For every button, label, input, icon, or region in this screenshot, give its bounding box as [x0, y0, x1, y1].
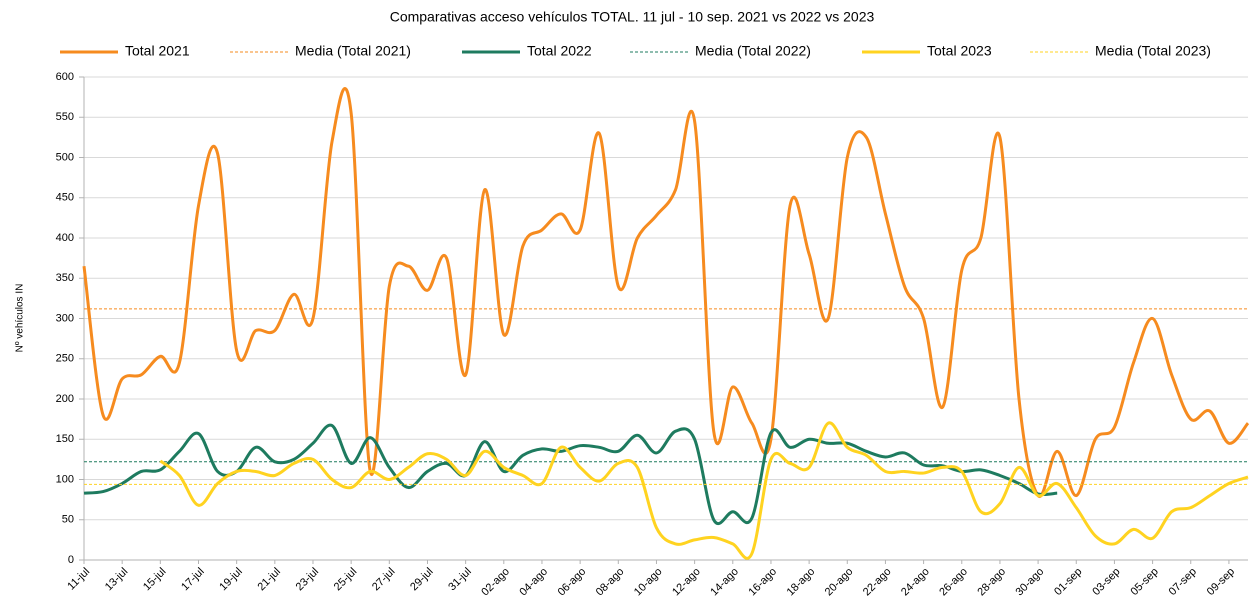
x-tick-label: 30-ago — [1014, 566, 1047, 599]
x-tick-label: 19-jul — [217, 566, 245, 594]
x-tick-label: 14-ago — [708, 566, 741, 599]
x-tick-label: 27-jul — [370, 566, 398, 594]
x-tick-label: 31-jul — [446, 566, 474, 594]
x-tick-label: 08-ago — [594, 566, 627, 599]
x-tick-label: 03-sep — [1090, 566, 1122, 598]
y-tick-label: 500 — [56, 151, 74, 163]
x-tick-label: 05-sep — [1128, 566, 1160, 598]
y-tick-label: 250 — [56, 353, 74, 365]
legend-label: Media (Total 2021) — [295, 43, 411, 59]
x-tick-label: 26-ago — [937, 566, 970, 599]
x-tick-label: 22-ago — [861, 566, 894, 599]
y-tick-label: 450 — [56, 192, 74, 204]
legend-label: Total 2022 — [527, 43, 592, 59]
x-tick-label: 04-ago — [517, 566, 550, 599]
x-tick-label: 01-sep — [1052, 566, 1084, 598]
x-tick-label: 16-ago — [746, 566, 779, 599]
y-tick-label: 600 — [56, 71, 74, 83]
x-tick-label: 29-jul — [408, 566, 436, 594]
x-tick-label: 23-jul — [294, 566, 322, 594]
y-axis-label: Nº vehículos IN — [15, 284, 26, 353]
y-tick-label: 550 — [56, 111, 74, 123]
series-line — [82, 86, 1250, 498]
y-tick-label: 100 — [56, 473, 74, 485]
y-tick-label: 150 — [56, 433, 74, 445]
x-tick-label: 25-jul — [332, 566, 360, 594]
x-tick-label: 15-jul — [141, 566, 169, 594]
x-tick-label: 07-sep — [1167, 566, 1199, 598]
series-line — [83, 423, 1058, 526]
legend-label: Total 2021 — [125, 43, 190, 59]
x-tick-label: 24-ago — [899, 566, 932, 599]
legend-label: Media (Total 2022) — [695, 43, 811, 59]
y-tick-label: 300 — [56, 312, 74, 324]
x-tick-label: 20-ago — [823, 566, 856, 599]
y-tick-label: 400 — [56, 232, 74, 244]
chart-title: Comparativas acceso vehículos TOTAL. 11 … — [390, 9, 875, 25]
x-tick-label: 06-ago — [556, 566, 589, 599]
x-tick-label: 02-ago — [479, 566, 512, 599]
legend-label: Total 2023 — [927, 43, 992, 59]
x-tick-label: 13-jul — [103, 566, 131, 594]
x-tick-label: 17-jul — [179, 566, 207, 594]
legend-label: Media (Total 2023) — [1095, 43, 1211, 59]
x-tick-label: 18-ago — [785, 566, 818, 599]
y-tick-label: 0 — [68, 554, 74, 566]
x-tick-label: 12-ago — [670, 566, 703, 599]
y-tick-label: 350 — [56, 272, 74, 284]
y-tick-label: 50 — [62, 514, 74, 526]
y-tick-label: 200 — [56, 393, 74, 405]
x-tick-label: 21-jul — [255, 566, 283, 594]
x-tick-label: 09-sep — [1205, 566, 1237, 598]
x-tick-label: 28-ago — [975, 566, 1008, 599]
series-line — [159, 421, 1249, 560]
x-tick-label: 10-ago — [632, 566, 665, 599]
x-tick-label: 11-jul — [65, 566, 92, 593]
